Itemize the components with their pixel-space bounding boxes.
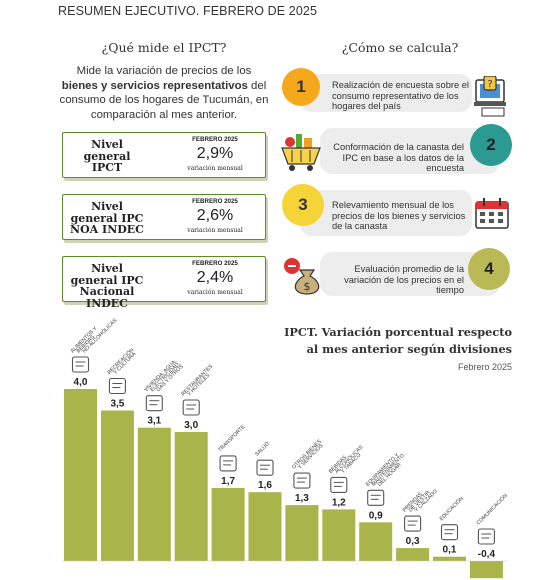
clothing-icon <box>404 515 422 532</box>
card-value: 2,4% <box>196 269 234 286</box>
bus-icon <box>219 455 237 472</box>
category-label-5: TRANSPORTE <box>217 424 247 454</box>
svg-text:$: $ <box>304 280 311 293</box>
card-month: FEBRERO 2025 <box>192 260 238 267</box>
card-month: FEBRERO 2025 <box>192 198 238 205</box>
chart-subtitle: Febrero 2025 <box>457 362 512 372</box>
step-2-circle: 2 <box>470 124 512 166</box>
data-label-10: 0,3 <box>406 536 420 547</box>
card-ipc-nacional: Nivel general IPC Nacional INDEC FEBRERO… <box>62 256 266 309</box>
bar-1 <box>64 389 97 561</box>
card-ipc-noa: Nivel general IPC NOA INDEC FEBRERO 2025… <box>62 194 266 240</box>
step-4-circle: 4 <box>468 248 510 290</box>
data-label-2: 3,5 <box>110 399 124 410</box>
data-label-5: 1,7 <box>221 476 235 487</box>
bar-8 <box>322 509 356 561</box>
data-label-7: 1,3 <box>295 493 309 504</box>
data-label-4: 3,0 <box>184 420 198 431</box>
card-value: 2,6% <box>196 207 234 224</box>
data-label-3: 3,1 <box>147 416 161 427</box>
bar-2 <box>100 410 134 561</box>
hospital-icon <box>256 459 274 476</box>
bar-10 <box>396 548 430 561</box>
data-label-11: 0,1 <box>443 545 457 556</box>
card-variation: variación mensual <box>187 165 243 172</box>
data-label-12: -0,4 <box>478 549 496 560</box>
electric-bill-icon <box>145 395 163 412</box>
step-3-circle: 3 <box>282 184 324 226</box>
bar-3 <box>137 427 171 561</box>
appliance-icon <box>367 489 385 506</box>
card-variation: variación mensual <box>187 227 243 234</box>
package-icon <box>293 472 311 489</box>
bar-5 <box>211 487 245 561</box>
camera-icon <box>108 377 126 395</box>
card-variation: variación mensual <box>187 289 243 296</box>
phone-icon <box>477 528 495 545</box>
bar-4 <box>174 432 208 561</box>
food-basket-icon <box>71 356 90 373</box>
category-label-9: MANTENIMIENTO <box>371 453 406 488</box>
category-label-7: OTROS BIENES <box>291 438 323 470</box>
calendar-icon <box>475 198 509 229</box>
step-3-pill <box>300 190 472 236</box>
card-ipct: Nivel general IPCT FEBRERO 2025 2,9% var… <box>62 132 266 178</box>
card-label: Nivel general IPC Nacional INDEC <box>70 262 144 310</box>
step-1-pill <box>300 74 472 112</box>
document-icon <box>440 524 459 541</box>
left-section-title: ¿Qué mide el IPCT? <box>101 40 227 55</box>
money-bag-icon: $ <box>284 258 320 295</box>
category-label-8: ALCOHÓLICAS <box>333 443 364 474</box>
page-header: RESUMEN EJECUTIVO. FEBRERO DE 2025 <box>58 4 318 18</box>
bar-7 <box>285 505 319 561</box>
survey-icon: ? <box>474 76 506 117</box>
data-label-8: 1,2 <box>332 497 346 508</box>
category-label-12: COMUNICACIÓN <box>475 492 509 526</box>
step-3-text: Relevamiento mensual de los precios de l… <box>332 200 466 232</box>
step-4-text: Evaluación promedio de la variación de l… <box>344 264 464 296</box>
ipct-description: Mide la variación de precios de los bien… <box>59 65 269 121</box>
category-label-6: SALUD <box>254 441 271 458</box>
step-1-text: Realización de encuesta sobre el consumo… <box>332 80 469 112</box>
card-label: Nivel general IPCT <box>83 138 131 174</box>
data-label-6: 1,6 <box>258 480 272 491</box>
data-label-1: 4,0 <box>74 377 88 388</box>
data-label-9: 0,9 <box>369 510 383 521</box>
step-1-circle: 1 <box>282 68 320 106</box>
bar-12 <box>469 561 503 579</box>
right-section-title: ¿Cómo se calcula? <box>341 40 459 55</box>
card-label: Nivel general IPC NOA INDEC <box>70 200 144 236</box>
bottle-icon <box>330 476 348 493</box>
bar-9 <box>359 522 393 561</box>
chart-title: IPCT. Variación porcentual respecto al m… <box>284 325 512 356</box>
shopping-basket-icon <box>281 134 321 171</box>
card-value: 2,9% <box>196 145 234 162</box>
category-label-11: EDUCACIÓN <box>438 495 465 522</box>
svg-text:?: ? <box>487 79 492 90</box>
bar-6 <box>248 492 282 561</box>
step-2-text: Conformación de la canasta del IPC en ba… <box>333 142 464 174</box>
bar-11 <box>433 556 466 561</box>
card-month: FEBRERO 2025 <box>192 136 238 143</box>
category-label-4: RESTAURANTES <box>180 363 214 397</box>
hotel-bell-icon <box>182 399 200 416</box>
